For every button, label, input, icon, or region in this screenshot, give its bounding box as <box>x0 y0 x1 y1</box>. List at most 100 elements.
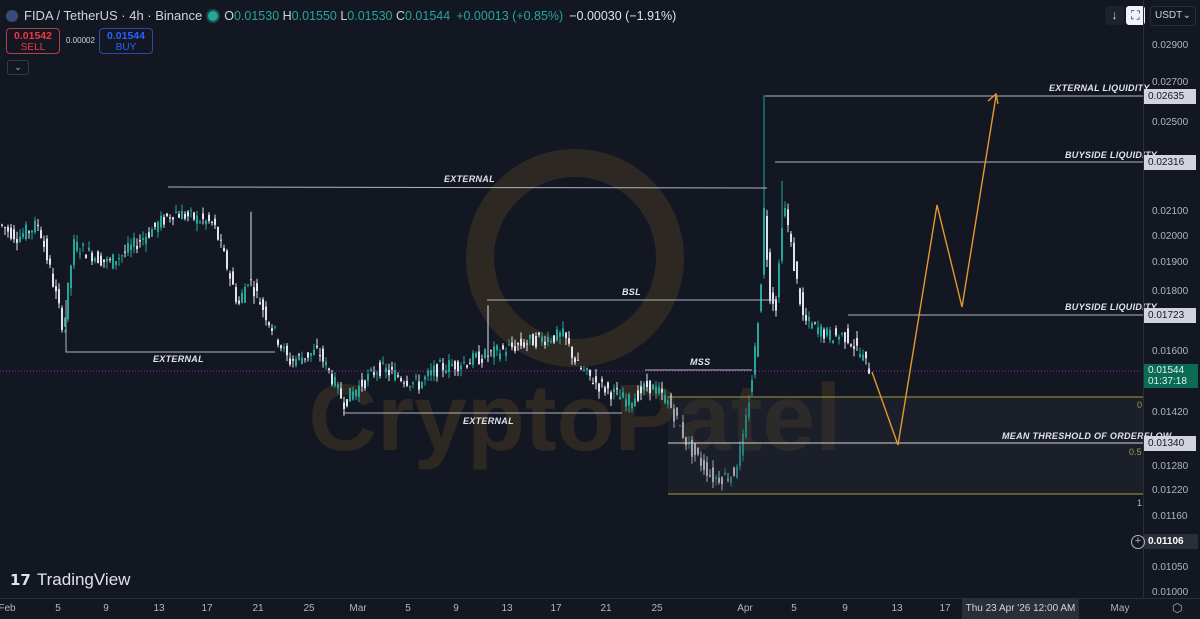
candle-body <box>421 381 423 389</box>
candle-body <box>385 367 387 373</box>
candle-body <box>160 215 162 228</box>
candle-body <box>118 258 120 260</box>
candle-body <box>724 472 726 476</box>
candle-body <box>235 286 237 303</box>
candle-body <box>427 370 429 376</box>
candle-body <box>712 467 714 483</box>
candle-body <box>88 247 90 251</box>
candle-body <box>196 215 198 224</box>
candle-body <box>466 365 468 368</box>
symbol-title[interactable]: FIDA / TetherUS · 4h · Binance <box>24 8 203 23</box>
candle-body <box>646 380 648 387</box>
candle-body <box>1 224 3 226</box>
candle-body <box>700 458 702 466</box>
candle-body <box>415 376 417 378</box>
candle-body <box>58 288 60 304</box>
candle-body <box>652 384 654 390</box>
time-label: 13 <box>153 603 165 614</box>
candle-body <box>187 211 189 217</box>
price-label: 0.01050 <box>1152 562 1189 573</box>
candle-body <box>61 307 63 330</box>
candle-body <box>355 389 357 397</box>
candle-body <box>472 352 474 365</box>
candle-body <box>730 477 732 483</box>
candle-body <box>73 239 75 266</box>
currency-select[interactable]: USDT ⌄ <box>1150 6 1196 26</box>
candle-body <box>256 283 258 292</box>
time-label: 25 <box>651 603 663 614</box>
candle-body <box>637 390 639 401</box>
candle-body <box>697 448 699 455</box>
candle-body <box>514 346 516 352</box>
price-label: 0.01800 <box>1152 286 1189 297</box>
candle-body <box>505 352 507 356</box>
time-label: 25 <box>303 603 315 614</box>
candle-body <box>589 369 591 376</box>
external-left-line <box>65 300 275 353</box>
candle-body <box>34 220 36 233</box>
candle-body <box>715 477 717 480</box>
time-axis[interactable]: Feb 5 9 13 17 21 25 Mar 5 9 13 17 21 25 Apr 5 9 13 17 May T… <box>0 598 1200 619</box>
candle-body <box>754 346 756 375</box>
buy-button[interactable]: 0.01544 BUY <box>99 28 153 54</box>
candle-body <box>640 386 642 394</box>
time-label: 5 <box>55 603 61 614</box>
candle-body <box>508 344 510 346</box>
candle-body <box>91 252 93 262</box>
price-axis[interactable]: 0.02900 0.02700 0.02500 0.02100 0.02000 0.019… <box>1143 0 1200 598</box>
candle-body <box>526 343 528 345</box>
projection-path <box>871 95 997 446</box>
price-label: 0.01600 <box>1152 346 1189 357</box>
candle-body <box>721 477 723 485</box>
candle-body <box>328 368 330 371</box>
price-label: 0.01160 <box>1152 511 1188 522</box>
collapse-chevron-icon[interactable]: ⌄ <box>7 60 29 75</box>
candle-body <box>199 222 201 224</box>
candle-body <box>343 402 345 410</box>
candle-body <box>844 332 846 343</box>
close-value: 0.01544 <box>405 8 451 23</box>
candle-body <box>574 357 576 363</box>
candle-body <box>295 358 297 366</box>
add-alert-plus-icon[interactable]: + <box>1131 535 1145 549</box>
label-external-top: EXTERNAL <box>444 174 495 184</box>
candle-body <box>184 213 186 219</box>
candle-body <box>799 288 801 304</box>
candle-body <box>205 220 207 225</box>
candle-body <box>460 365 462 370</box>
time-label: 17 <box>201 603 213 614</box>
settings-gear-icon[interactable]: ⬡ <box>1172 601 1183 615</box>
scroll-down-icon[interactable]: ↓ <box>1105 6 1124 25</box>
candle-body <box>409 386 411 388</box>
tradingview-logo[interactable]: 𝟭𝟳 TradingView <box>10 570 131 589</box>
candle-body <box>127 243 129 253</box>
candle-body <box>631 403 633 409</box>
candle-body <box>793 242 795 271</box>
candle-body <box>667 400 669 405</box>
candle-body <box>286 345 288 356</box>
candle-body <box>43 240 45 247</box>
candle-body <box>241 292 243 303</box>
candle-body <box>796 261 798 279</box>
candle-body <box>211 221 213 223</box>
time-label: 5 <box>791 603 797 614</box>
candle-body <box>751 380 753 392</box>
label-bsl: BSL <box>622 287 641 297</box>
candle-body <box>82 243 84 246</box>
candle-body <box>547 336 549 342</box>
price-chart[interactable]: CryptoPatel <box>0 0 1143 598</box>
time-label: 13 <box>891 603 903 614</box>
fib-label-0: 0 <box>1137 400 1143 410</box>
candle-body <box>496 345 498 351</box>
external-top-line <box>167 186 768 189</box>
candle-body <box>172 217 174 220</box>
candle-body <box>121 255 123 257</box>
candle-body <box>655 386 657 394</box>
candle-body <box>613 388 615 393</box>
candle-body <box>163 217 165 225</box>
label-mss: MSS <box>690 357 711 367</box>
sell-button[interactable]: 0.01542 SELL <box>6 28 60 54</box>
fullscreen-icon[interactable]: ⛶ <box>1126 6 1145 25</box>
candle-body <box>412 382 414 384</box>
time-label: 9 <box>103 603 109 614</box>
